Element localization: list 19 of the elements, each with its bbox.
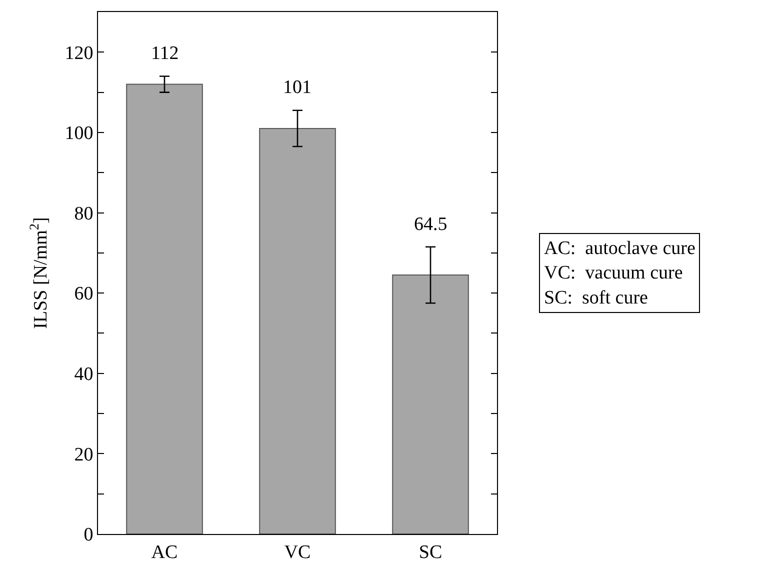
y-tick-label: 60 bbox=[74, 284, 94, 305]
y-tick-label: 100 bbox=[64, 123, 94, 144]
bar bbox=[126, 84, 203, 534]
y-tick-label: 20 bbox=[74, 444, 94, 466]
y-tick-label: 80 bbox=[74, 203, 94, 224]
data-label: 64.5 bbox=[414, 214, 448, 235]
text: VC: vacuum cure bbox=[544, 262, 683, 284]
data-label: 112 bbox=[151, 43, 179, 64]
text: AC: autoclave cure bbox=[544, 238, 696, 259]
y-tick-label: 0 bbox=[84, 524, 94, 546]
text: SC: soft cure bbox=[544, 287, 648, 308]
y-tick-label: 120 bbox=[64, 42, 94, 64]
bar bbox=[392, 274, 469, 534]
bar bbox=[259, 128, 336, 534]
x-tick-label: SC bbox=[418, 542, 442, 561]
x-tick-label: AC bbox=[151, 542, 178, 561]
y-tick-label: 40 bbox=[74, 364, 94, 386]
x-tick-label: VC bbox=[284, 542, 311, 561]
data-label: 101 bbox=[283, 77, 312, 98]
